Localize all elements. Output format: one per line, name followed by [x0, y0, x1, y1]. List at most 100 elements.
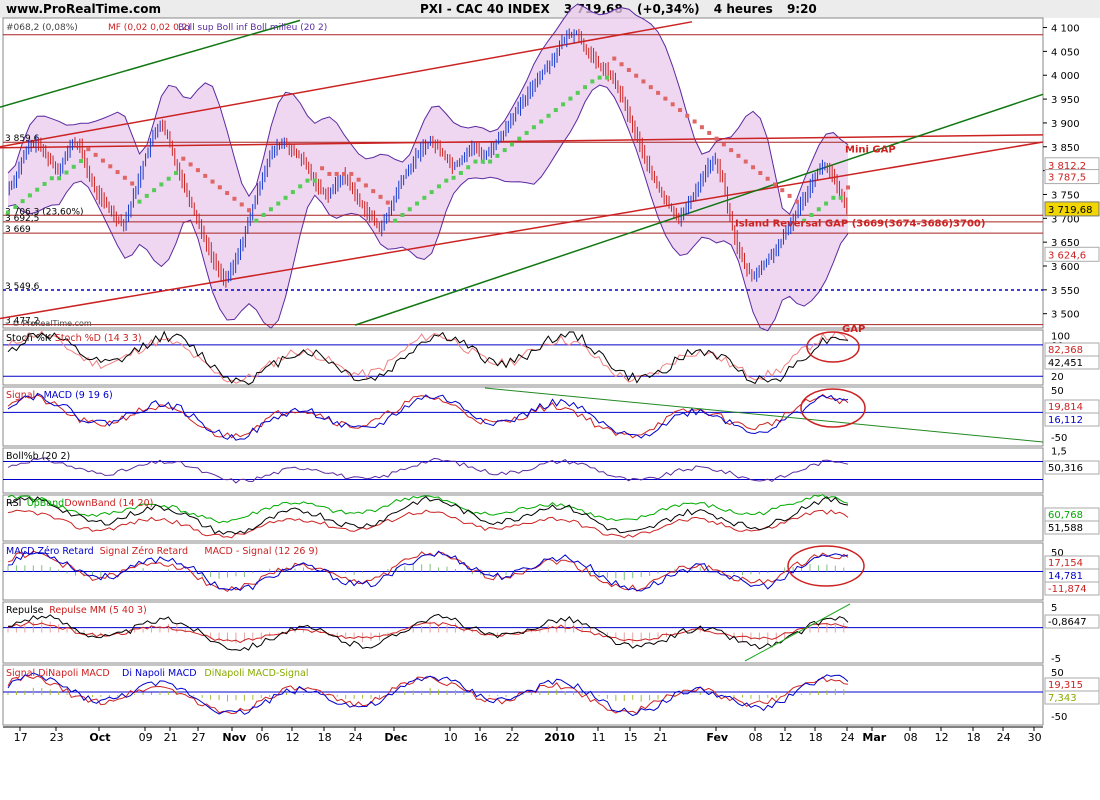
trend-line	[0, 134, 1044, 149]
value-tag: 17,154	[1048, 558, 1083, 569]
x-tick-label: 11	[592, 731, 606, 744]
value-tag-bg	[1044, 581, 1100, 596]
sar-dot	[466, 165, 471, 170]
site-name[interactable]: www.ProRealTime.com	[6, 2, 161, 16]
legend-entry: MF (0,02 0,02 0,2)	[108, 23, 191, 33]
sar-dot	[298, 184, 303, 189]
x-tick-label: 24	[997, 731, 1011, 744]
macdzr-line	[7, 550, 849, 592]
legend-entry: Repulse	[6, 605, 44, 616]
title-symbol: PXI - CAC 40 INDEX	[420, 2, 550, 16]
sar-dot	[794, 199, 799, 204]
sar-dot	[334, 171, 339, 176]
x-tick-label: 12	[935, 731, 949, 744]
sar-dot	[71, 164, 76, 169]
sar-dot	[174, 171, 178, 175]
sar-dot	[604, 75, 609, 80]
sar-dot	[524, 130, 529, 135]
value-tag: -11,874	[1048, 584, 1087, 595]
header-bar: www.ProRealTime.com PXI - CAC 40 INDEX 3…	[0, 0, 1100, 18]
sar-dot	[195, 168, 200, 173]
panel-frame-rsi	[2, 494, 1044, 542]
sar-dot	[327, 171, 332, 176]
sar-dot	[568, 96, 573, 101]
sar-dot	[721, 142, 726, 147]
sar-dot	[736, 153, 741, 158]
indicator-tick-label: -5	[1051, 654, 1061, 665]
value-tag-bg	[1044, 355, 1100, 370]
sar-dot	[57, 176, 62, 181]
sar-dot	[429, 190, 434, 195]
level-label: 3 549,6	[5, 282, 40, 292]
sar-dot	[583, 85, 588, 90]
sar-dot	[152, 188, 157, 193]
sar-dot	[232, 196, 237, 201]
bollb-line	[7, 457, 849, 484]
rsi-line	[7, 495, 849, 535]
legend-entry: Stoch %D (14 3 3)	[55, 333, 142, 344]
price-tag: 3 719,68	[1048, 205, 1093, 216]
sar-dot	[678, 108, 682, 113]
sar-dot	[305, 178, 310, 183]
price-tag-bg	[1044, 169, 1100, 185]
sar-dot	[115, 170, 120, 175]
x-tick-label: 10	[444, 731, 458, 744]
sar-dot	[758, 171, 763, 175]
x-tick-label: 18	[809, 731, 823, 744]
sar-dot	[634, 73, 639, 78]
sar-dot	[342, 171, 346, 176]
sar-dot	[751, 165, 756, 170]
x-tick-label: Dec	[384, 731, 407, 744]
sar-dot	[276, 201, 281, 206]
sar-dot	[546, 113, 551, 118]
legend-entry: MACD (9 19 6)	[44, 390, 113, 401]
value-tag-bg	[1044, 460, 1100, 475]
repulse-mm-line	[7, 621, 849, 644]
value-tag: 60,768	[1048, 510, 1083, 521]
legend-entry: MACD - Signal (12 26 9)	[204, 546, 318, 557]
sar-dot	[656, 90, 661, 95]
x-tick-label: 12	[779, 731, 793, 744]
sar-dot	[597, 75, 602, 80]
legend-entry: DiNapoli MACD-Signal	[204, 668, 308, 679]
sar-dot	[729, 148, 734, 153]
bollinger-upper-line	[7, 3, 849, 216]
price-tick-label: 3 750	[1051, 190, 1080, 201]
indicator-tick-label: 100	[1051, 332, 1070, 343]
chart-annotation: GAP	[842, 324, 865, 335]
legend-entry: Signal DiNapoli MACD	[6, 668, 110, 679]
x-tick-label: 27	[192, 731, 206, 744]
sar-dot	[20, 199, 25, 204]
sar-dot	[210, 179, 215, 184]
sar-dot	[49, 176, 54, 181]
sar-dot	[692, 119, 697, 124]
value-tag: 14,781	[1048, 571, 1083, 582]
sar-dot	[93, 152, 98, 157]
sar-dot	[217, 185, 222, 190]
x-tick-label: Oct	[89, 731, 110, 744]
x-tick-label: 08	[749, 731, 763, 744]
sar-dot	[846, 185, 850, 190]
sar-dot	[451, 175, 456, 180]
x-tick-label: Mar	[862, 731, 886, 744]
sar-dot	[27, 193, 32, 198]
x-tick-label: 18	[318, 731, 332, 744]
sar-dot	[268, 207, 273, 212]
sar-dot	[612, 56, 617, 61]
sar-dot	[320, 166, 325, 171]
trend-line	[354, 93, 1044, 326]
sar-dot	[239, 202, 244, 207]
level-label: 3 692,5	[5, 214, 39, 224]
sar-dot	[458, 171, 463, 175]
indicator-tick-label: 5	[1051, 603, 1057, 614]
highlight-ellipse	[800, 388, 866, 428]
sar-dot	[436, 184, 441, 189]
x-tick-label: 12	[286, 731, 300, 744]
sar-dot	[802, 218, 807, 223]
rsi-downband-line	[7, 509, 849, 539]
value-tag: 16,112	[1048, 415, 1083, 426]
sar-dot	[203, 173, 208, 178]
sar-dot	[122, 175, 127, 180]
legend-entry: UpBand	[27, 498, 64, 509]
